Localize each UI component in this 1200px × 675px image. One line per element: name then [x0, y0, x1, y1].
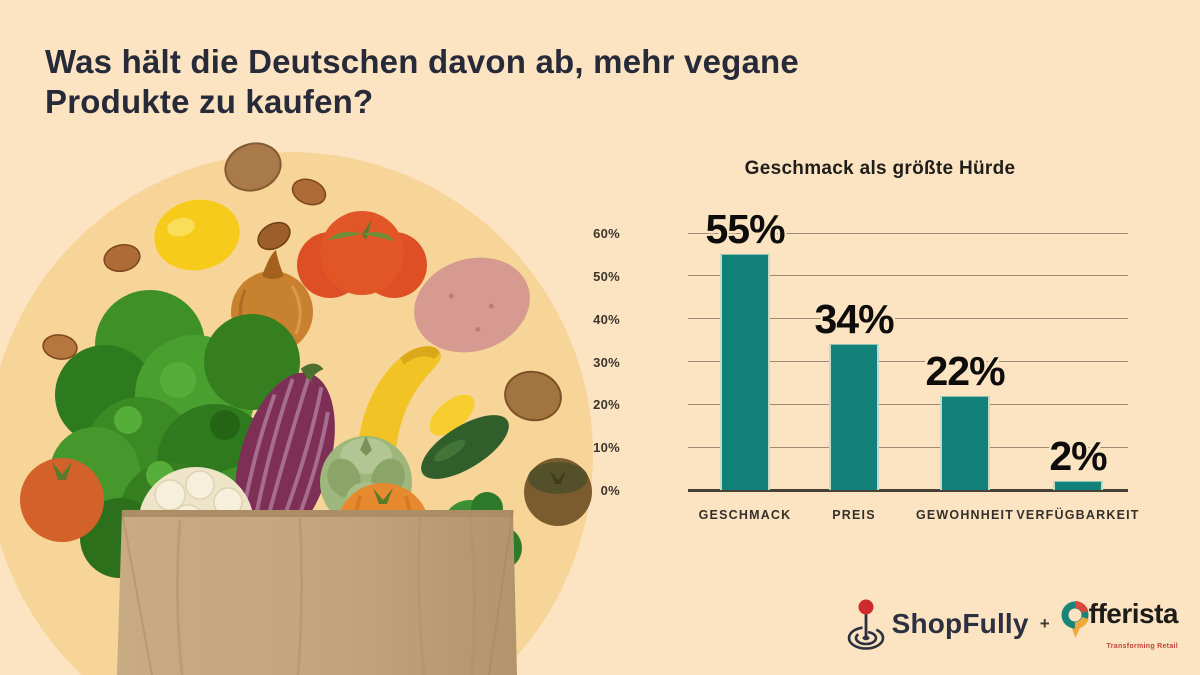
offerista-tagline: Transforming Retail: [1106, 643, 1178, 650]
shopfully-logo: ShopFully: [844, 597, 1029, 651]
gridline: [688, 318, 1128, 320]
dark-tomato: [524, 458, 592, 526]
bar-value-label: 55%: [705, 206, 785, 253]
y-axis-label: 60%: [593, 226, 620, 241]
bar-value-label: 34%: [814, 296, 894, 343]
plus-separator: +: [1039, 614, 1050, 633]
shopfully-wordmark: ShopFully: [891, 608, 1029, 639]
gridline: [688, 361, 1128, 362]
offerista-o-pin-icon: [1061, 601, 1089, 638]
offerista-logo: fferista Transforming Retail: [1059, 598, 1179, 650]
bar-category-label: PREIS: [832, 508, 876, 522]
chart-title: Geschmack als größte Hürde: [744, 158, 1016, 179]
paper-bag: [117, 509, 517, 675]
eggplant: [235, 363, 335, 548]
gridline: [688, 232, 1128, 234]
cucumber: [421, 415, 509, 479]
shopfully-pin-icon: [847, 599, 884, 650]
gridline: [688, 275, 1128, 277]
y-axis-label: 50%: [593, 268, 620, 284]
gridline: [688, 446, 1128, 448]
y-axis-label: 0%: [600, 483, 620, 498]
page-title-line1: Was hält die Deutschen davon ab, mehr ve…: [45, 43, 799, 80]
orange-tomato-left: [20, 458, 104, 542]
bar-value-label: 22%: [925, 347, 1005, 394]
nuts: [42, 142, 562, 422]
footer-logos: ShopFully + fferista Transforming Retail: [844, 597, 1179, 651]
bar-category-label: GESCHMACK: [698, 508, 792, 522]
page-title: Was hält die Deutschen davon ab, mehr ve…: [45, 42, 945, 122]
y-axis-label: 30%: [593, 354, 620, 370]
gridline: [688, 403, 1128, 405]
bar: [1053, 481, 1103, 490]
page-title-line2: Produkte zu kaufen?: [45, 83, 374, 120]
y-axis-label: 10%: [593, 440, 620, 456]
y-axis-label: 40%: [593, 311, 620, 327]
bar: [829, 344, 879, 490]
bar-value-label: 2%: [1049, 433, 1107, 480]
bar-category-label: GEWOHNHEIT: [915, 508, 1015, 522]
gridline: [688, 488, 1128, 492]
bar: [720, 254, 770, 490]
bar-chart: Geschmack als größte Hürde 0% 10% 20% 30% 40…: [593, 150, 1190, 570]
lemon: [154, 199, 240, 271]
plot-area: 0% 10% 20% 30% 40% 50% 60% 55% 34% 22% 2%: [593, 206, 1128, 498]
red-tomato: [297, 211, 427, 298]
y-axis-label: 20%: [593, 397, 620, 413]
potato: [414, 257, 530, 353]
bar-category-label: VERFÜGBARKEIT: [1016, 508, 1140, 522]
bar: [940, 395, 990, 490]
offerista-wordmark: fferista: [1088, 598, 1179, 629]
grocery-bag-photo: [0, 142, 593, 675]
